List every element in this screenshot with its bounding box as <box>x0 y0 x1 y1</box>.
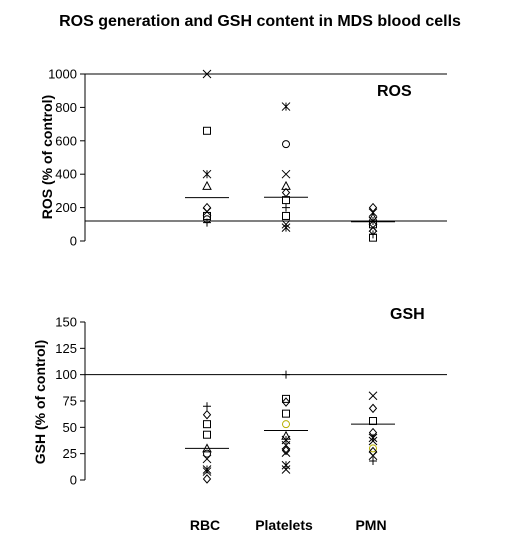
ros-data-point <box>282 140 290 149</box>
gsh-y-tick-label: 0 <box>70 473 77 488</box>
gsh-panel: 0 25 50 75 100 125 150 GSH (% of control) GSH <box>32 306 447 488</box>
gsh-y-tick-label: 25 <box>63 446 77 461</box>
gsh-data-point <box>202 443 212 453</box>
ros-y-tick-label: 200 <box>55 200 77 215</box>
gsh-data-point <box>282 420 290 429</box>
ros-data-point <box>282 211 290 220</box>
gsh-y-axis-title: GSH (% of control) <box>32 340 48 464</box>
gsh-data-point <box>281 397 291 407</box>
ros-y-tick-label: 800 <box>55 100 77 115</box>
gsh-data-point <box>202 474 212 484</box>
ros-data-point <box>281 102 291 111</box>
gsh-data-point <box>368 391 378 401</box>
gsh-y-tick-label: 75 <box>63 394 77 409</box>
gsh-data-point <box>281 465 291 474</box>
ros-y-axis-title: ROS (% of control) <box>39 95 55 219</box>
category-label: PMN <box>355 517 386 533</box>
gsh-y-tick-label: 150 <box>55 315 77 330</box>
ros-data-point <box>282 203 290 212</box>
gsh-data-point <box>282 370 290 379</box>
ros-data-point <box>202 207 212 217</box>
gsh-data-point <box>281 440 291 450</box>
ros-data-point <box>202 202 212 213</box>
ros-data-point <box>281 180 291 190</box>
gsh-y-tick-label: 100 <box>55 367 77 382</box>
ros-y-tick-label: 400 <box>55 167 77 182</box>
gsh-data-point <box>202 467 212 476</box>
gsh-data-point <box>202 454 212 464</box>
gsh-data-point <box>369 457 377 466</box>
ros-y-tick-label: 600 <box>55 133 77 148</box>
category-labels: RBC Platelets PMN <box>190 517 387 533</box>
gsh-panel-title: GSH <box>390 306 425 323</box>
gsh-data-point <box>203 420 211 429</box>
page-title: ROS generation and GSH content in MDS bl… <box>59 13 461 30</box>
ros-y-tick-label: 1000 <box>48 67 77 82</box>
ros-data-point <box>202 180 212 190</box>
gsh-data-point <box>281 448 291 457</box>
ros-data-point <box>203 218 211 227</box>
category-label: Platelets <box>255 517 313 533</box>
ros-y-tick-label: 0 <box>70 234 77 249</box>
category-label: RBC <box>190 517 220 533</box>
gsh-data-point <box>368 451 378 461</box>
gsh-data-point <box>281 445 291 456</box>
gsh-data-point <box>369 417 377 426</box>
gsh-y-tick-label: 125 <box>55 341 77 356</box>
ros-data-point <box>281 223 291 232</box>
gsh-data-point <box>282 409 290 418</box>
gsh-data-point <box>281 460 291 470</box>
gsh-data-point <box>282 394 290 403</box>
gsh-data-point <box>203 430 211 439</box>
ros-data-point <box>202 69 212 79</box>
gsh-y-tick-label: 50 <box>63 420 77 435</box>
gsh-data-point <box>203 402 211 411</box>
ros-data-point <box>369 233 377 242</box>
ros-data-point <box>202 169 212 179</box>
ros-data-point <box>368 202 378 213</box>
gsh-data-point <box>368 436 378 446</box>
gsh-data-point <box>202 409 212 420</box>
ros-panel: 0 200 400 600 800 1000 ROS (% of control) ROS <box>39 67 447 249</box>
gsh-data-point <box>368 403 378 414</box>
ros-data-point <box>281 169 291 179</box>
gsh-data-point <box>203 449 211 458</box>
ros-data-point <box>282 196 290 205</box>
ros-panel-title: ROS <box>377 83 412 100</box>
ros-data-point <box>203 126 211 135</box>
gsh-data-point <box>369 444 377 453</box>
